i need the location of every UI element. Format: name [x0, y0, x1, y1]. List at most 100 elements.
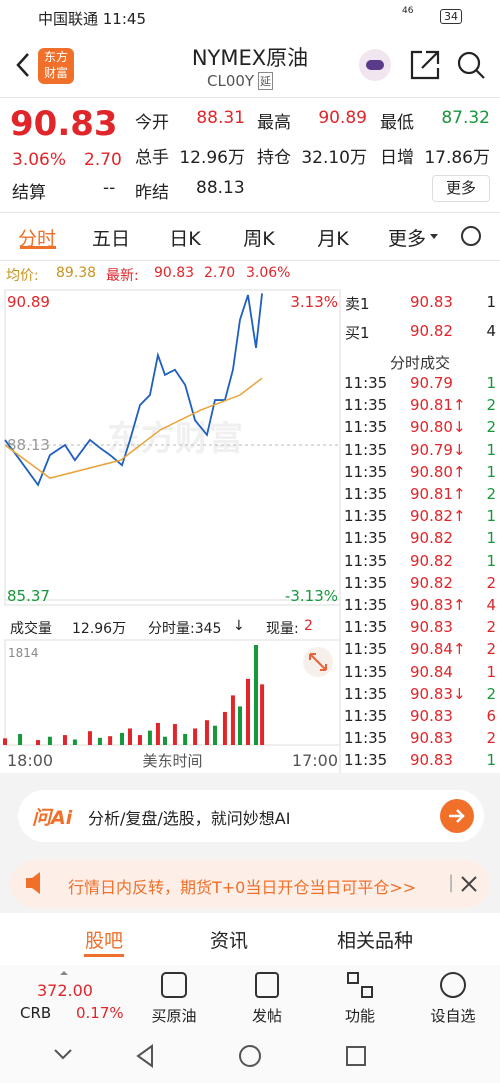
trade-qty: 1: [486, 507, 496, 526]
avg: 89.38: [56, 265, 97, 281]
watch-icon[interactable]: [440, 972, 466, 998]
current: 2: [304, 618, 313, 634]
trade-qty: 2: [486, 418, 496, 437]
trade-qty: 1: [486, 374, 496, 392]
volume-bar: [172, 724, 177, 745]
field-value: 88.31: [196, 108, 245, 128]
divider: [0, 212, 500, 213]
volume-bar: [260, 684, 265, 745]
field-label: 总手: [135, 148, 169, 168]
tab[interactable]: 五日: [91, 228, 131, 250]
action-label[interactable]: 功能: [344, 1007, 376, 1025]
field-label: 今开: [135, 113, 169, 133]
dropdown-arrow: [430, 234, 438, 239]
code: CL00Y: [207, 72, 255, 90]
tab-underline: [84, 954, 124, 957]
price-line: [4, 377, 263, 479]
volume-bar: [108, 736, 113, 745]
tab[interactable]: 资讯: [209, 930, 249, 952]
tab[interactable]: 相关品种: [336, 930, 414, 952]
change: 2.70: [84, 150, 122, 170]
speaker-icon: [26, 872, 40, 894]
signal: 46: [402, 6, 414, 16]
action-label[interactable]: 买原油: [151, 1007, 197, 1025]
expand-icon: [309, 653, 327, 671]
tab[interactable]: 月K: [317, 228, 349, 250]
volume-bar: [128, 728, 133, 745]
carrier-time: 中国联通 11:45: [38, 10, 146, 28]
search-icon[interactable]: [457, 51, 481, 75]
trade-qty: 2: [486, 485, 496, 503]
nav-recent[interactable]: [346, 1046, 366, 1066]
close-icon[interactable]: [461, 876, 477, 892]
trade-time: 11:35: [344, 462, 388, 481]
tab[interactable]: 周K: [243, 228, 275, 250]
trade-time: 11:35: [344, 684, 388, 703]
ai-bar[interactable]: [18, 790, 484, 842]
field-label: 最低: [380, 113, 414, 133]
back-icon[interactable]: [16, 53, 29, 77]
vol-total: 12.96万: [72, 621, 127, 637]
book-price: 90.82: [410, 322, 453, 340]
price-line: [4, 293, 263, 487]
divider: [0, 97, 500, 98]
prev-settle-label: 昨结: [135, 183, 169, 203]
trade-time: 11:35: [344, 374, 388, 392]
trade-qty: 1: [486, 551, 496, 570]
trade-price: 90.83: [410, 707, 453, 725]
trade-time: 11:35: [344, 440, 388, 459]
trade-time: 11:35: [344, 551, 388, 570]
tab[interactable]: 更多: [387, 228, 427, 250]
trade-time: 11:35: [344, 662, 388, 681]
settings-icon[interactable]: [461, 226, 481, 246]
trade-time: 11:35: [344, 418, 388, 437]
volume-bar: [162, 736, 167, 745]
volume-bar: [155, 722, 160, 745]
more-button[interactable]: 更多: [432, 175, 490, 202]
trade-price: 90.80↓: [410, 418, 466, 437]
buy-icon[interactable]: [161, 972, 187, 998]
volume-bar: [137, 735, 142, 745]
tab[interactable]: 股吧: [84, 930, 124, 952]
banner[interactable]: [10, 860, 490, 908]
volume-bar: [36, 740, 41, 745]
trade-time: 11:35: [344, 707, 388, 725]
ai-logo: 问Ai: [32, 807, 73, 829]
y2-tick-label: -3.13%: [285, 587, 338, 605]
trade-time: 11:35: [344, 396, 388, 415]
action-label[interactable]: 设自选: [430, 1007, 476, 1025]
vol-direction: ↓: [233, 618, 245, 634]
vol-label: 成交量: [10, 621, 52, 637]
trade-qty: 2: [486, 684, 496, 703]
title: NYMEX原油: [191, 46, 309, 70]
trade-qty: 2: [486, 729, 496, 748]
post-icon[interactable]: [255, 972, 279, 998]
trade-qty: 6: [486, 707, 496, 725]
volume-bar: [97, 737, 102, 745]
share-icon[interactable]: [410, 50, 440, 80]
last-label: 最新:: [106, 268, 139, 284]
trade-price: 90.84: [410, 662, 453, 681]
last: 90.83: [154, 265, 195, 281]
func-icon[interactable]: [347, 972, 359, 984]
field-value: 12.96万: [179, 148, 245, 168]
field-value: 32.10万: [301, 148, 367, 168]
change-pct: 3.06%: [12, 150, 67, 170]
volume-bar: [230, 695, 235, 745]
tab[interactable]: 日K: [169, 228, 201, 250]
book-qty: 4: [486, 322, 496, 340]
volume-frame: [4, 639, 341, 746]
trade-time: 11:35: [344, 529, 388, 548]
tab[interactable]: 分时: [17, 228, 57, 250]
banner-text[interactable]: 行情日内反转，期货T+0当日开仓当日可平仓>>: [68, 878, 417, 897]
nav-back[interactable]: [136, 1044, 153, 1068]
trade-price: 90.81↑: [410, 396, 466, 415]
trade-qty: 1: [486, 751, 496, 770]
action-label[interactable]: 发帖: [251, 1007, 283, 1025]
nav-home[interactable]: [239, 1045, 261, 1067]
search-icon-handle: [475, 69, 485, 79]
field-value: 17.86万: [424, 148, 490, 168]
trade-qty: 2: [486, 573, 496, 592]
nav-down[interactable]: [54, 1049, 72, 1060]
